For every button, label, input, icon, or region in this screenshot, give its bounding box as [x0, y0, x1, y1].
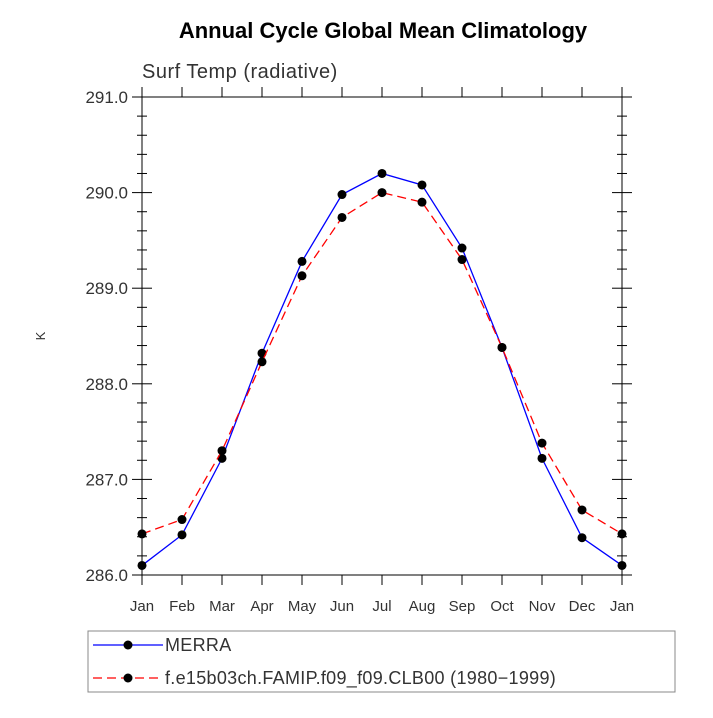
y-tick-label: 287.0: [85, 470, 128, 489]
x-tick-label: May: [288, 598, 317, 615]
series-1-point: [577, 505, 587, 515]
x-tick-label: Feb: [169, 598, 195, 615]
x-axis-ticks: Jan Feb Mar Apr May Jun Jul Aug Sep Oct Nov Dec Jan: [130, 87, 634, 615]
series-0-point: [537, 453, 547, 463]
series-0-point: [617, 560, 627, 570]
legend-box: [87, 630, 676, 693]
x-tick-label: Aug: [409, 598, 436, 615]
series-0-point: [577, 533, 587, 543]
series-1-point: [377, 188, 387, 198]
series-1-point: [417, 197, 427, 207]
y-tick-label: 291.0: [85, 88, 128, 107]
series-line-0: [141, 172, 623, 566]
x-tick-label: Nov: [529, 598, 556, 615]
legend-label-1: f.e15b03ch.FAMIP.f09_f09.CLB00 (1980−199…: [165, 668, 556, 689]
series-1-point: [497, 342, 507, 352]
series-0-point: [377, 168, 387, 178]
series-1-point: [337, 212, 347, 222]
x-tick-label: Dec: [569, 598, 596, 615]
y-tick-label: 288.0: [85, 375, 128, 394]
series-0-point: [417, 180, 427, 190]
series-layer: [137, 168, 627, 570]
series-1-point: [617, 529, 627, 539]
legend-marker-0: [123, 640, 133, 650]
series-1-point: [257, 357, 267, 367]
x-tick-label: Sep: [449, 598, 476, 615]
series-1-point: [457, 255, 467, 265]
y-tick-label: 289.0: [85, 279, 128, 298]
series-0-point: [337, 190, 347, 200]
y-axis-ticks: 286.0 287.0 288.0 289.0 290.0 291.0: [85, 88, 632, 585]
series-1-point: [297, 271, 307, 281]
series-1-point: [137, 529, 147, 539]
legend-label-0: MERRA: [165, 635, 232, 655]
y-axis-label: K: [33, 331, 48, 340]
x-tick-label: Apr: [250, 598, 273, 615]
chart-title: Annual Cycle Global Mean Climatology: [179, 18, 588, 43]
series-1-point: [537, 438, 547, 448]
legend: MERRA f.e15b03ch.FAMIP.f09_f09.CLB00 (198…: [93, 635, 556, 689]
series-0-point: [457, 243, 467, 253]
series-1-point: [177, 515, 187, 525]
y-tick-label: 286.0: [85, 566, 128, 585]
series-line-1: [141, 191, 623, 535]
chart-subtitle: Surf Temp (radiative): [142, 61, 338, 83]
plot-frame: [141, 96, 623, 576]
x-tick-label: Jan: [610, 598, 634, 615]
x-tick-label: Jun: [330, 598, 354, 615]
x-tick-label: Jul: [372, 598, 391, 615]
x-tick-label: Mar: [209, 598, 235, 615]
series-0-point: [217, 453, 227, 463]
legend-marker-1: [123, 673, 133, 683]
x-tick-label: Oct: [490, 598, 514, 615]
y-tick-label: 290.0: [85, 184, 128, 203]
series-0-point: [177, 530, 187, 540]
series-0-point: [137, 560, 147, 570]
x-tick-label: Jan: [130, 598, 154, 615]
series-1-point: [217, 446, 227, 456]
series-0-point: [297, 256, 307, 266]
